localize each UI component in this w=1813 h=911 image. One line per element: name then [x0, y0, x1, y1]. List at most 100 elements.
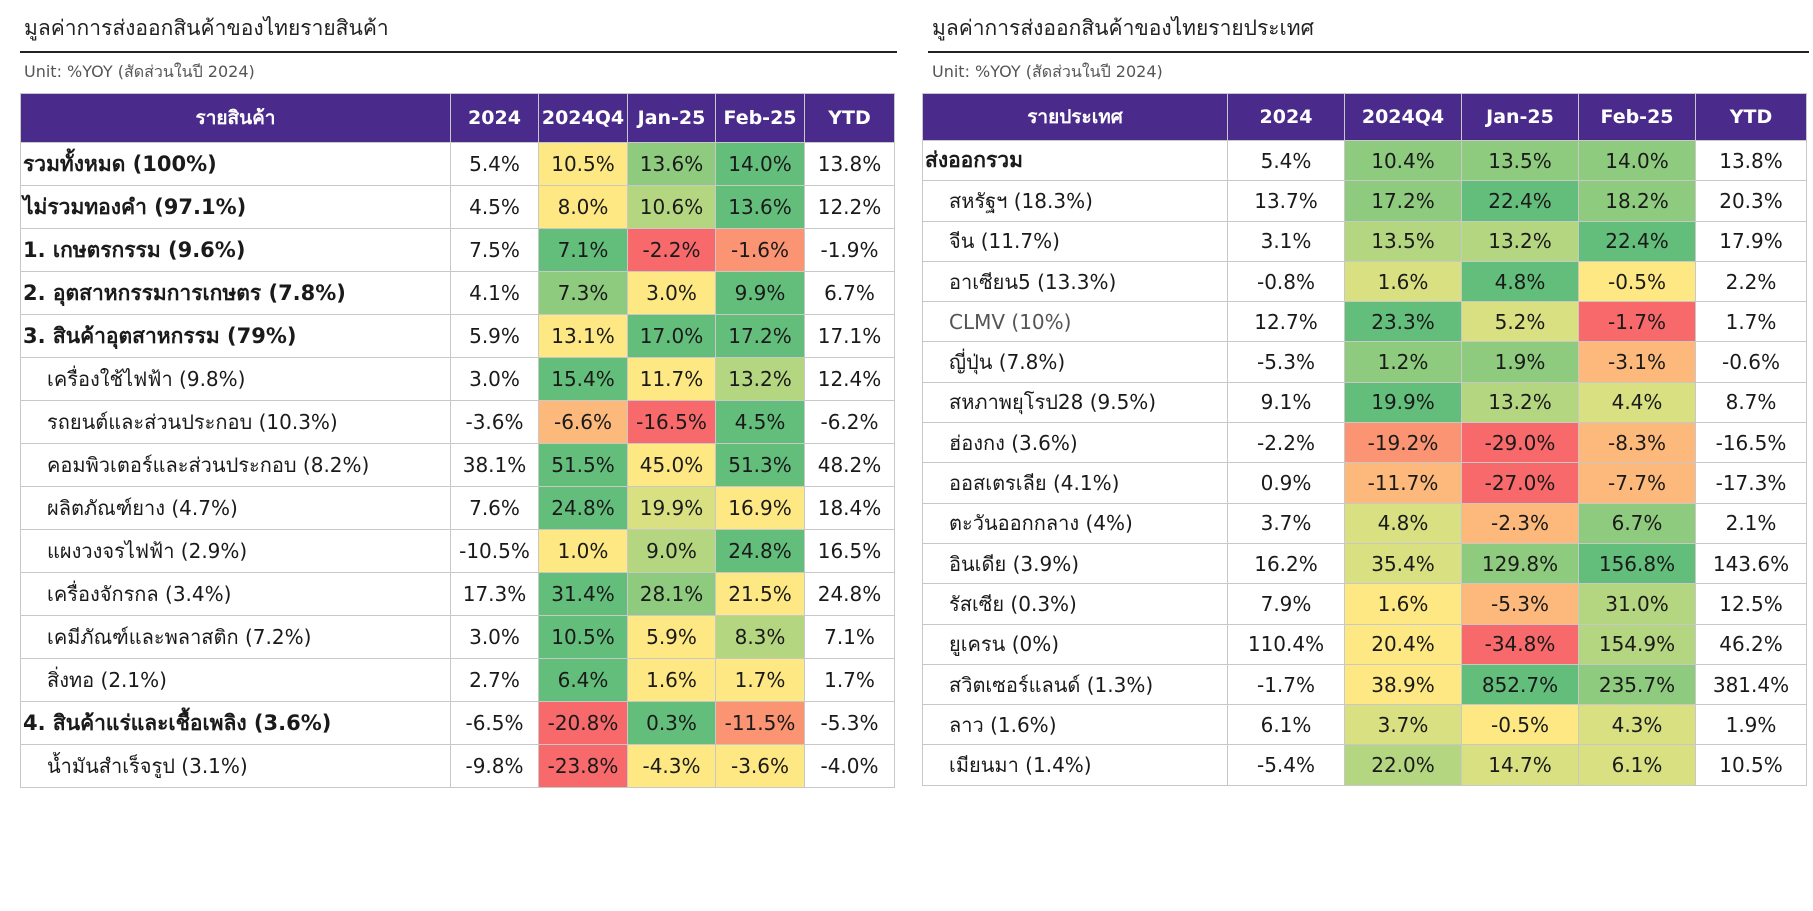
table-row[interactable]: ฮ่องกง (3.6%) -2.2% -19.2% -29.0% -8.3% -16.5… — [922, 422, 1807, 464]
col-header-country[interactable]: รายประเทศ — [922, 93, 1228, 141]
cell-jan25: 5.2% — [1461, 301, 1579, 343]
row-label: ไม่รวมทองคำ (97.1%) — [20, 185, 451, 229]
table-row[interactable]: สวิตเซอร์แลนด์ (1.3%) -1.7% 38.9% 852.7% 235… — [922, 663, 1807, 706]
table-row[interactable]: แผงวงจรไฟฟ้า (2.9%) -10.5% 1.0% 9.0% 24.8% 16… — [20, 529, 895, 573]
cell-jan25: 1.9% — [1461, 341, 1579, 383]
col-header-jan25[interactable]: Jan-25 — [1461, 93, 1579, 141]
cell-2024q4: 23.3% — [1344, 301, 1462, 343]
cell-ytd: -0.6% — [1695, 341, 1807, 383]
cell-jan25: -4.3% — [627, 744, 716, 788]
cell-2024: 4.5% — [450, 185, 539, 229]
cell-ytd: 381.4% — [1695, 663, 1807, 706]
cell-2024q4: 51.5% — [538, 443, 628, 487]
row-label: สหรัฐฯ (18.3%) — [922, 180, 1228, 222]
col-header-ytd[interactable]: YTD — [1695, 93, 1807, 141]
cell-jan25: 129.8% — [1461, 542, 1579, 585]
col-header-2024[interactable]: 2024 — [1227, 93, 1345, 141]
cell-2024: -9.8% — [450, 744, 539, 788]
cell-2024q4: 20.4% — [1344, 623, 1462, 665]
table-row[interactable]: ออสเตรเลีย (4.1%) 0.9% -11.7% -27.0% -7.7% -1… — [922, 462, 1807, 504]
table-row[interactable]: รวมทั้งหมด (100%) 5.4% 10.5% 13.6% 14.0% 13.8… — [20, 142, 895, 186]
table-row[interactable]: 3. สินค้าอุตสาหกรรม (79%) 5.9% 13.1% 17.0% 1… — [20, 314, 895, 358]
table-row[interactable]: รถยนต์และส่วนประกอบ (10.3%) -3.6% -6.6% -16… — [20, 400, 895, 444]
cell-2024q4: 19.9% — [1344, 381, 1462, 424]
table-row[interactable]: อินเดีย (3.9%) 16.2% 35.4% 129.8% 156.8% 143.… — [922, 542, 1807, 585]
cell-2024: 7.5% — [450, 228, 539, 272]
cell-jan25: 11.7% — [627, 357, 716, 401]
table-row[interactable]: ญี่ปุ่น (7.8%) -5.3% 1.2% 1.9% -3.1% -0.6% — [922, 341, 1807, 383]
col-header-2024q4[interactable]: 2024Q4 — [1344, 93, 1462, 141]
table-header-row: รายสินค้า 2024 2024Q4 Jan-25 Feb-25 YTD — [20, 93, 895, 143]
table-row[interactable]: CLMV (10%) 12.7% 23.3% 5.2% -1.7% 1.7% — [922, 301, 1807, 343]
cell-jan25: -34.8% — [1461, 623, 1579, 665]
cell-2024q4: 17.2% — [1344, 180, 1462, 222]
cell-jan25: 3.0% — [627, 271, 716, 315]
product-panel-title: มูลค่าการส่งออกสินค้าของไทยรายสินค้า — [24, 16, 389, 40]
table-row[interactable]: 1. เกษตรกรรม (9.6%) 7.5% 7.1% -2.2% -1.6% -1.… — [20, 228, 895, 272]
table-row[interactable]: ลาว (1.6%) 6.1% 3.7% -0.5% 4.3% 1.9% — [922, 704, 1807, 746]
cell-feb25: 235.7% — [1578, 663, 1696, 706]
col-header-feb25[interactable]: Feb-25 — [715, 93, 805, 143]
table-row[interactable]: ผลิตภัณฑ์ยาง (4.7%) 7.6% 24.8% 19.9% 16.9% 18… — [20, 486, 895, 530]
cell-ytd: -1.9% — [804, 228, 895, 272]
cell-ytd: 17.1% — [804, 314, 895, 358]
cell-2024q4: 1.6% — [1344, 583, 1462, 625]
table-row[interactable]: ตะวันออกกลาง (4%) 3.7% 4.8% -2.3% 6.7% 2.1% — [922, 502, 1807, 544]
table-row[interactable]: อาเซียน5 (13.3%) -0.8% 1.6% 4.8% -0.5% 2.2% — [922, 260, 1807, 303]
cell-feb25: 6.7% — [1578, 502, 1696, 544]
table-row[interactable]: สิ่งทอ (2.1%) 2.7% 6.4% 1.6% 1.7% 1.7% — [20, 658, 895, 702]
cell-jan25: -2.2% — [627, 228, 716, 272]
row-label: เครื่องใช้ไฟฟ้า (9.8%) — [20, 357, 451, 401]
table-row[interactable]: เครื่องจักรกล (3.4%) 17.3% 31.4% 28.1% 21.5%… — [20, 572, 895, 616]
cell-2024: 3.0% — [450, 357, 539, 401]
table-row[interactable]: 2. อุตสาหกรรมการเกษตร (7.8%) 4.1% 7.3% 3.0%… — [20, 271, 895, 315]
table-row[interactable]: น้ำมันสำเร็จรูป (3.1%) -9.8% -23.8% -4.3% -3… — [20, 744, 895, 788]
table-row[interactable]: 4. สินค้าแร่และเชื้อเพลิง (3.6%) -6.5% -20… — [20, 701, 895, 745]
row-label: เคมีภัณฑ์และพลาสติก (7.2%) — [20, 615, 451, 659]
col-header-product[interactable]: รายสินค้า — [20, 93, 451, 143]
product-export-table: รายสินค้า 2024 2024Q4 Jan-25 Feb-25 YTD … — [20, 93, 895, 788]
cell-2024: -10.5% — [450, 529, 539, 573]
table-row[interactable]: เมียนมา (1.4%) -5.4% 22.0% 14.7% 6.1% 10.5% — [922, 744, 1807, 786]
table-row[interactable]: รัสเซีย (0.3%) 7.9% 1.6% -5.3% 31.0% 12.5% — [922, 583, 1807, 625]
table-row[interactable]: ส่งออกรวม 5.4% 10.4% 13.5% 14.0% 13.8% — [922, 139, 1807, 182]
table-row[interactable]: สหภาพยุโรป28 (9.5%) 9.1% 19.9% 13.2% 4.4% 8.7… — [922, 381, 1807, 424]
cell-ytd: 18.4% — [804, 486, 895, 530]
cell-feb25: 51.3% — [715, 443, 805, 487]
table-row[interactable]: เคมีภัณฑ์และพลาสติก (7.2%) 3.0% 10.5% 5.9% 8… — [20, 615, 895, 659]
table-row[interactable]: จีน (11.7%) 3.1% 13.5% 13.2% 22.4% 17.9% — [922, 220, 1807, 262]
col-header-feb25[interactable]: Feb-25 — [1578, 93, 1696, 141]
cell-ytd: 20.3% — [1695, 180, 1807, 222]
col-header-ytd[interactable]: YTD — [804, 93, 895, 143]
cell-2024q4: -23.8% — [538, 744, 628, 788]
cell-2024q4: 10.5% — [538, 615, 628, 659]
col-header-2024[interactable]: 2024 — [450, 93, 539, 143]
table-row[interactable]: สหรัฐฯ (18.3%) 13.7% 17.2% 22.4% 18.2% 20.3% — [922, 180, 1807, 222]
table-row[interactable]: เครื่องใช้ไฟฟ้า (9.8%) 3.0% 15.4% 11.7% 13.2… — [20, 357, 895, 401]
row-label: 2. อุตสาหกรรมการเกษตร (7.8%) — [20, 271, 451, 315]
cell-2024q4: 10.4% — [1344, 139, 1462, 182]
cell-2024q4: 1.2% — [1344, 341, 1462, 383]
col-header-2024q4[interactable]: 2024Q4 — [538, 93, 628, 143]
cell-feb25: 16.9% — [715, 486, 805, 530]
table-header-row: รายประเทศ 2024 2024Q4 Jan-25 Feb-25 YTD — [922, 93, 1807, 141]
table-row[interactable]: ยูเครน (0%) 110.4% 20.4% -34.8% 154.9% 46.2% — [922, 623, 1807, 665]
cell-2024q4: 13.5% — [1344, 220, 1462, 262]
cell-jan25: 4.8% — [1461, 260, 1579, 303]
table-row[interactable]: คอมพิวเตอร์และส่วนประกอบ (8.2%) 38.1% 51.5… — [20, 443, 895, 487]
cell-ytd: 1.7% — [804, 658, 895, 702]
cell-feb25: 13.6% — [715, 185, 805, 229]
row-label: CLMV (10%) — [922, 301, 1228, 343]
product-unit-note: Unit: %YOY (สัดส่วนในปี 2024) — [24, 62, 255, 81]
cell-2024: 17.3% — [450, 572, 539, 616]
country-panel-title: มูลค่าการส่งออกสินค้าของไทยรายประเทศ — [932, 16, 1314, 40]
row-label: เมียนมา (1.4%) — [922, 744, 1228, 786]
row-label: ผลิตภัณฑ์ยาง (4.7%) — [20, 486, 451, 530]
cell-2024q4: 24.8% — [538, 486, 628, 530]
row-label: จีน (11.7%) — [922, 220, 1228, 262]
cell-feb25: 24.8% — [715, 529, 805, 573]
table-row[interactable]: ไม่รวมทองคำ (97.1%) 4.5% 8.0% 10.6% 13.6% 12.… — [20, 185, 895, 229]
cell-feb25: 14.0% — [1578, 139, 1696, 182]
col-header-jan25[interactable]: Jan-25 — [627, 93, 716, 143]
cell-2024: 5.4% — [1227, 139, 1345, 182]
